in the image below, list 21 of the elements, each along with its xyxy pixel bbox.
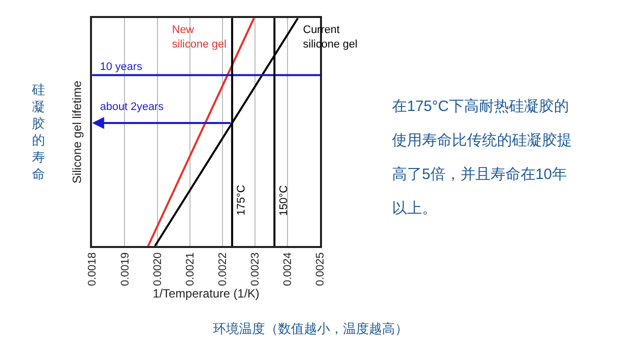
ref-line-label: 10 years: [100, 61, 143, 73]
x-tick-label: 0.0023: [249, 252, 262, 286]
text: 高了5倍，并且寿命在10年: [392, 166, 568, 183]
y-axis-title: Silicone gel lifetime: [70, 80, 84, 184]
annotation: about 2years: [100, 101, 164, 113]
ref-line-label: 175°C: [236, 184, 248, 216]
text: 环境温度（数值越小，温度越高）: [213, 321, 408, 336]
x-tick-label: 0.0019: [119, 252, 132, 286]
text: 在175°C下高耐热硅凝胶的: [392, 98, 569, 115]
text: 使用寿命比传统的硅凝胶提: [392, 132, 572, 149]
x-tick-label: 0.0022: [216, 252, 229, 286]
x-axis-title: 1/Temperature (1/K): [152, 286, 260, 300]
x-tick-label: 0.0025: [314, 252, 327, 286]
ref-line-label: 150°C: [278, 185, 290, 216]
series-label: New silicone gel: [172, 24, 226, 50]
x-tick-label: 0.0018: [86, 252, 99, 286]
text: 硅凝胶的寿命: [31, 82, 45, 182]
text: 以上。: [392, 200, 437, 217]
x-tick-label: 0.0021: [184, 252, 196, 286]
x-tick-label: 0.0020: [152, 252, 164, 286]
x-tick-label: 0.0024: [282, 252, 294, 286]
